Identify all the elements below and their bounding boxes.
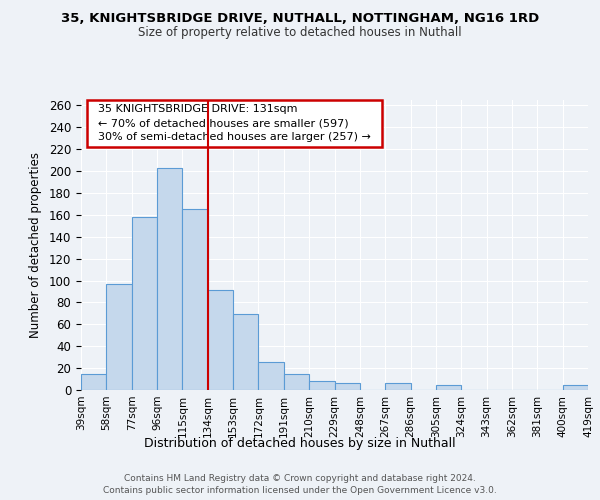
Bar bbox=[182, 210, 208, 390]
Bar bbox=[81, 374, 106, 390]
Bar bbox=[233, 314, 259, 390]
Bar bbox=[385, 384, 410, 390]
Bar bbox=[106, 284, 132, 390]
Text: Contains HM Land Registry data © Crown copyright and database right 2024.: Contains HM Land Registry data © Crown c… bbox=[124, 474, 476, 483]
Text: 35, KNIGHTSBRIDGE DRIVE, NUTHALL, NOTTINGHAM, NG16 1RD: 35, KNIGHTSBRIDGE DRIVE, NUTHALL, NOTTIN… bbox=[61, 12, 539, 26]
Text: 35 KNIGHTSBRIDGE DRIVE: 131sqm  
  ← 70% of detached houses are smaller (597)  
: 35 KNIGHTSBRIDGE DRIVE: 131sqm ← 70% of … bbox=[91, 104, 378, 142]
Bar bbox=[157, 168, 182, 390]
Bar bbox=[259, 362, 284, 390]
Bar bbox=[335, 384, 360, 390]
Y-axis label: Number of detached properties: Number of detached properties bbox=[29, 152, 42, 338]
Text: Size of property relative to detached houses in Nuthall: Size of property relative to detached ho… bbox=[138, 26, 462, 39]
Bar bbox=[309, 381, 335, 390]
Bar bbox=[563, 384, 588, 390]
Bar bbox=[284, 374, 309, 390]
Text: Distribution of detached houses by size in Nuthall: Distribution of detached houses by size … bbox=[144, 438, 456, 450]
Bar bbox=[436, 384, 461, 390]
Text: Contains public sector information licensed under the Open Government Licence v3: Contains public sector information licen… bbox=[103, 486, 497, 495]
Bar bbox=[208, 290, 233, 390]
Bar bbox=[132, 217, 157, 390]
